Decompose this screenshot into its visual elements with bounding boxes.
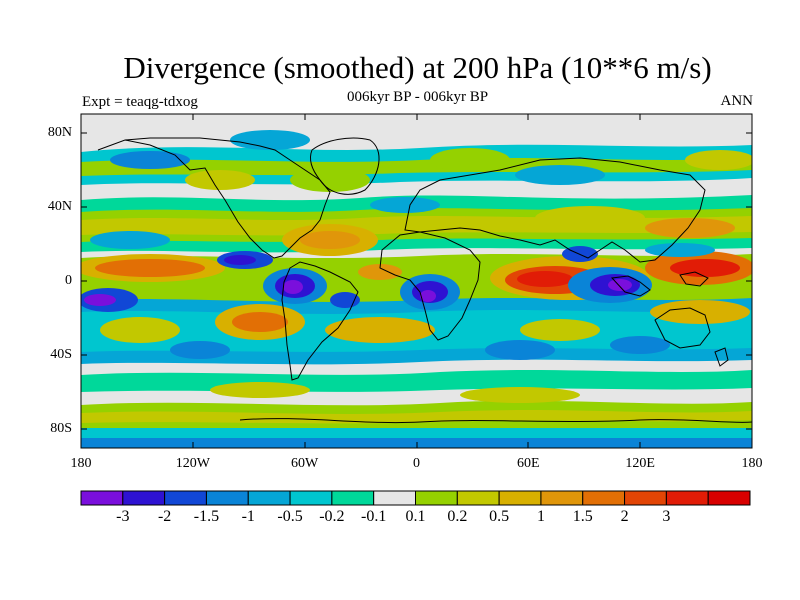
longitude-label: 180: [70, 456, 92, 471]
colorbar-swatch: [582, 490, 626, 506]
colorbar-label: 0.1: [405, 508, 426, 525]
colorbar-swatch: [247, 490, 291, 506]
season-label: ANN: [720, 93, 754, 109]
colorbar-swatch: [665, 490, 709, 506]
latitude-label: 40N: [47, 199, 72, 214]
colorbar-label: -0.1: [361, 508, 387, 525]
colorbar-swatch: [164, 490, 207, 506]
longitude-label: 120E: [625, 456, 655, 471]
colorbar: [80, 490, 751, 506]
colorbar-label: 1: [536, 508, 545, 525]
colorbar-swatch: [707, 490, 751, 506]
longitude-label: 180: [741, 456, 763, 471]
colorbar-swatch: [415, 490, 458, 506]
colorbar-label: -1.5: [193, 508, 220, 525]
colorbar-swatch: [122, 490, 166, 506]
colorbar-label: 0.5: [489, 508, 510, 525]
latitude-label: 80N: [47, 125, 72, 140]
colorbar-swatch: [80, 490, 124, 506]
colorbar-swatch: [540, 490, 584, 506]
colorbar-label: 2: [620, 508, 629, 525]
colorbar-swatch: [289, 490, 333, 506]
colorbar-label: -3: [116, 508, 130, 525]
colorbar-swatch: [205, 490, 249, 506]
latitude-label: 0: [65, 273, 72, 288]
longitude-label: 60E: [517, 456, 540, 471]
latitude-label: 80S: [50, 421, 72, 436]
colorbar-label: -2: [157, 508, 172, 525]
axis-ticks: [81, 114, 752, 448]
figure-title: Divergence (smoothed) at 200 hPa (10**6 …: [123, 50, 712, 85]
colorbar-swatch: [624, 490, 667, 506]
colorbar-swatch: [331, 490, 375, 506]
longitude-label: 0: [413, 456, 420, 471]
colorbar-label: 3: [662, 508, 671, 525]
figure-subtitle: 006kyr BP - 006kyr BP: [346, 89, 489, 105]
latitude-label: 40S: [50, 347, 72, 362]
coastlines: [97, 137, 752, 424]
colorbar-swatch: [456, 490, 500, 506]
colorbar-label: -0.5: [277, 508, 303, 525]
divergence-field: [81, 114, 752, 448]
colorbar-label: 0.2: [447, 508, 468, 525]
colorbar-swatch: [498, 490, 542, 506]
colorbar-label: -0.2: [319, 508, 345, 525]
colorbar-label: -1: [241, 508, 255, 525]
colorbar-label: 1.5: [572, 508, 593, 525]
longitude-label: 120W: [175, 456, 210, 471]
experiment-label: Expt = teaqg-tdxog: [82, 94, 198, 110]
longitude-label: 60W: [291, 456, 319, 471]
colorbar-swatch: [373, 490, 416, 506]
